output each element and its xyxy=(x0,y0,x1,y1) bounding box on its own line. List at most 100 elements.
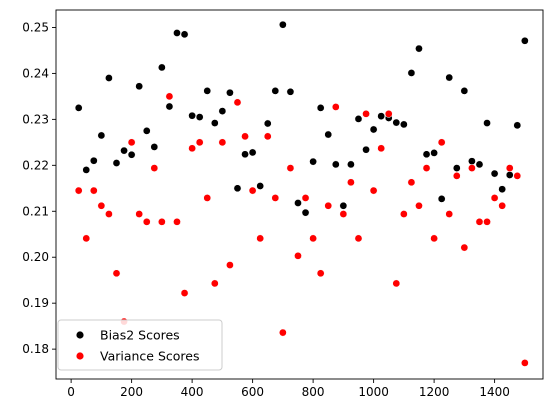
legend-label: Variance Scores xyxy=(100,349,200,364)
variance-point xyxy=(369,186,378,195)
bias2-point xyxy=(415,44,423,53)
bias2-point xyxy=(74,104,83,112)
y-tick-label: 0.24 xyxy=(22,66,49,80)
bias2-point xyxy=(82,166,91,174)
plot-frame xyxy=(55,9,544,380)
bias2-point xyxy=(97,131,106,140)
bias2-point xyxy=(127,150,136,159)
bias2-point xyxy=(105,74,113,82)
variance-point xyxy=(203,194,212,202)
variance-point xyxy=(279,328,287,337)
bias2-point xyxy=(483,119,491,127)
variance-point xyxy=(173,217,181,226)
variance-point xyxy=(263,132,272,141)
bias2-point xyxy=(256,182,265,190)
bias2-point xyxy=(369,125,378,134)
variance-point xyxy=(233,98,242,107)
variance-point xyxy=(324,201,333,210)
variance-point xyxy=(521,359,529,367)
bias2-point xyxy=(309,157,317,166)
bias2-point xyxy=(180,30,189,39)
variance-point xyxy=(127,138,136,147)
variance-point xyxy=(475,217,484,226)
bias2-point xyxy=(362,145,370,154)
bias2-point xyxy=(339,201,348,210)
variance-point xyxy=(150,164,159,172)
bias2-point xyxy=(407,69,416,77)
variance-point xyxy=(135,210,144,218)
variance-point xyxy=(437,138,446,147)
bias2-point xyxy=(430,149,438,157)
y-tick-label: 0.19 xyxy=(22,296,49,310)
variance-point xyxy=(180,289,189,297)
bias2-point xyxy=(422,150,431,159)
legend-label: Bias2 Scores xyxy=(100,328,180,343)
x-tick-label: 1200 xyxy=(419,385,450,399)
bias2-point xyxy=(263,119,272,128)
y-tick-label: 0.23 xyxy=(22,112,49,126)
x-tick-label: 600 xyxy=(241,385,264,399)
bias2-point xyxy=(173,29,181,37)
bias2-point xyxy=(120,146,128,155)
bias2-point xyxy=(347,160,355,169)
bias2-point xyxy=(316,104,325,112)
variance-point xyxy=(309,234,317,243)
variance-point xyxy=(483,217,491,226)
bias2-point xyxy=(210,119,219,127)
bias2-point xyxy=(437,195,446,203)
bias2-point xyxy=(279,20,287,29)
variance-point xyxy=(188,144,196,153)
bias2-point xyxy=(301,208,310,217)
bias2-point xyxy=(226,88,234,97)
variance-point xyxy=(112,269,121,278)
variance-point xyxy=(316,269,325,278)
variance-point xyxy=(331,103,340,111)
variance-point xyxy=(415,201,423,210)
y-tick-label: 0.20 xyxy=(22,250,49,264)
bias2-point xyxy=(150,143,159,151)
bias2-point xyxy=(271,87,280,95)
variance-point xyxy=(142,217,151,226)
variance-point xyxy=(445,210,454,218)
bias2-point xyxy=(188,111,196,120)
x-tick-label: 200 xyxy=(120,385,143,399)
variance-point xyxy=(354,234,363,243)
variance-point xyxy=(452,172,461,180)
variance-point xyxy=(362,110,370,118)
variance-point xyxy=(210,279,219,288)
bias2-point xyxy=(452,164,461,172)
bias2-point xyxy=(468,157,476,166)
bias2-point xyxy=(445,73,454,82)
bias2-point xyxy=(392,118,401,127)
legend-marker xyxy=(76,352,84,360)
bias2-point xyxy=(475,160,484,169)
variance-point xyxy=(226,261,234,269)
variance-point xyxy=(89,186,98,195)
bias2-point xyxy=(241,150,249,159)
y-tick-label: 0.25 xyxy=(22,20,49,34)
bias2-point xyxy=(400,120,408,129)
bias2-point xyxy=(218,107,227,115)
legend-box xyxy=(57,319,223,371)
variance-point xyxy=(513,172,522,180)
variance-point xyxy=(339,210,348,218)
variance-point xyxy=(505,164,514,172)
variance-point xyxy=(165,92,174,101)
variance-point xyxy=(347,178,355,187)
variance-point xyxy=(301,194,310,202)
y-tick-label: 0.21 xyxy=(22,204,49,218)
bias2-point xyxy=(460,87,469,95)
legend: Bias2 Scores Variance Scores xyxy=(57,319,223,371)
variance-point xyxy=(248,186,257,195)
bias2-point xyxy=(377,112,386,121)
bias2-point xyxy=(248,148,257,157)
bias2-point xyxy=(233,184,242,193)
bias2-point xyxy=(331,160,340,169)
y-tick-label: 0.18 xyxy=(22,342,49,356)
variance-point xyxy=(218,138,227,147)
bias2-point xyxy=(505,171,514,179)
x-tick-label: 1400 xyxy=(479,385,510,399)
variance-point xyxy=(430,234,438,243)
bias2-point xyxy=(135,82,144,91)
legend-marker xyxy=(76,331,84,339)
